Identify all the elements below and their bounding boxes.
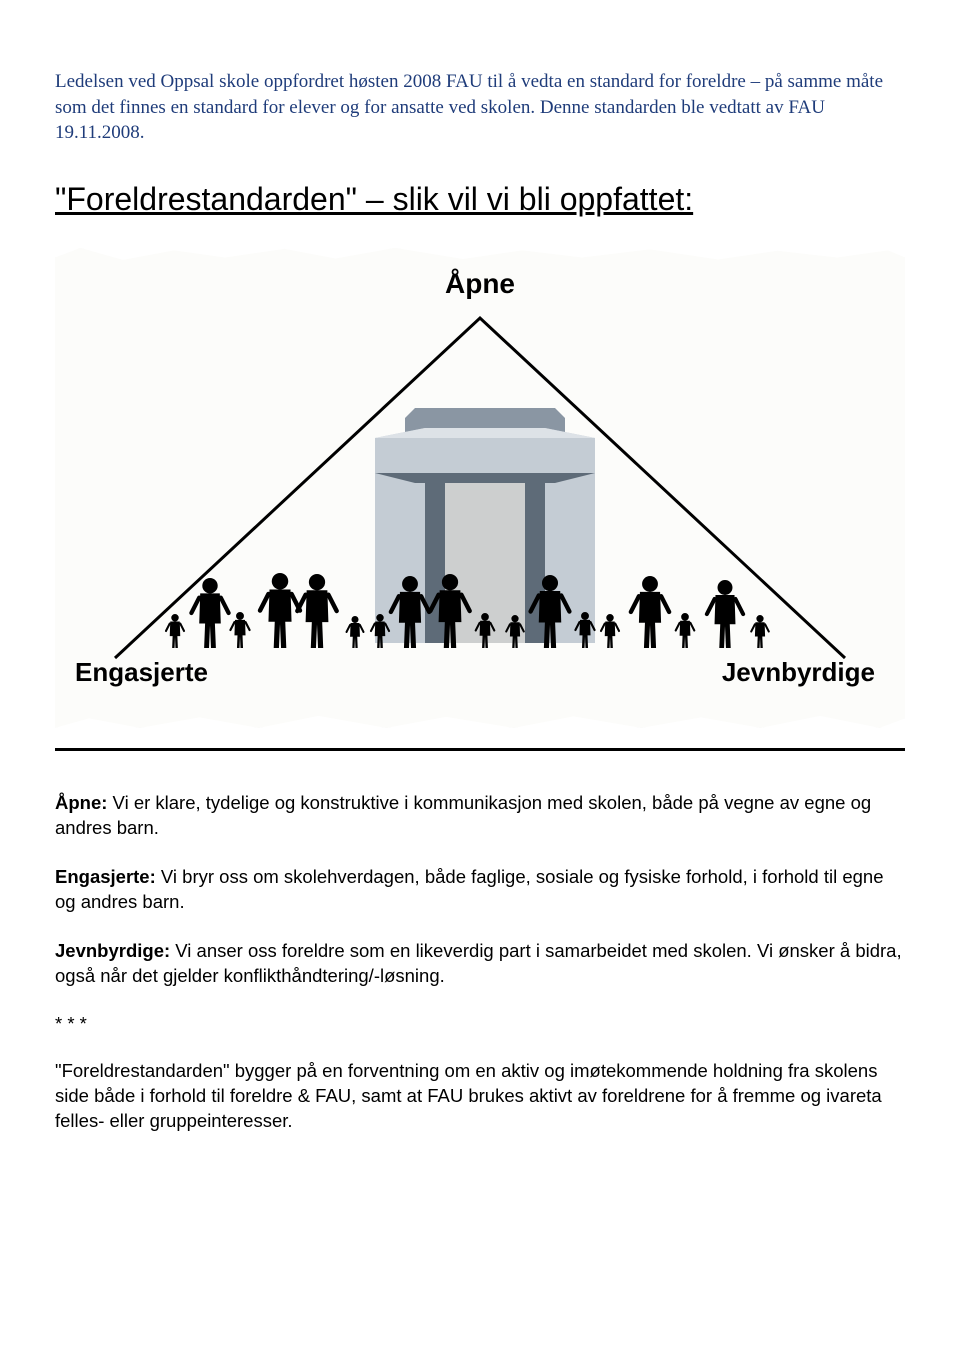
definition-apne: Åpne: Vi er klare, tydelige og konstrukt… (55, 791, 905, 841)
diagram-container: Åpne Engasjerte Jevnbyrdige (55, 248, 905, 728)
right-corner-label: Jevnbyrdige (722, 657, 875, 688)
apex-label: Åpne (445, 268, 515, 300)
definitions-block: Åpne: Vi er klare, tydelige og konstrukt… (55, 791, 905, 989)
def-jevnbyrdige-text: Vi anser oss foreldre som en likeverdig … (55, 940, 902, 986)
separator-stars: * * * (55, 1013, 905, 1035)
definition-engasjerte: Engasjerte: Vi bryr oss om skolehverdage… (55, 865, 905, 915)
intro-paragraph: Ledelsen ved Oppsal skole oppfordret høs… (55, 69, 905, 146)
diagram-svg (55, 248, 905, 728)
def-apne-text: Vi er klare, tydelige og konstruktive i … (55, 792, 871, 838)
term-engasjerte: Engasjerte: (55, 866, 156, 887)
def-engasjerte-text: Vi bryr oss om skolehverdagen, både fagl… (55, 866, 884, 912)
left-corner-label: Engasjerte (75, 657, 208, 688)
triangle-diagram: Åpne Engasjerte Jevnbyrdige (55, 248, 905, 728)
term-apne: Åpne: (55, 792, 107, 813)
horizontal-rule (55, 748, 905, 751)
page-title: "Foreldrestandarden" – slik vil vi bli o… (55, 181, 905, 218)
definition-jevnbyrdige: Jevnbyrdige: Vi anser oss foreldre som e… (55, 939, 905, 989)
term-jevnbyrdige: Jevnbyrdige: (55, 940, 170, 961)
footnote-paragraph: "Foreldrestandarden" bygger på en forven… (55, 1059, 905, 1134)
